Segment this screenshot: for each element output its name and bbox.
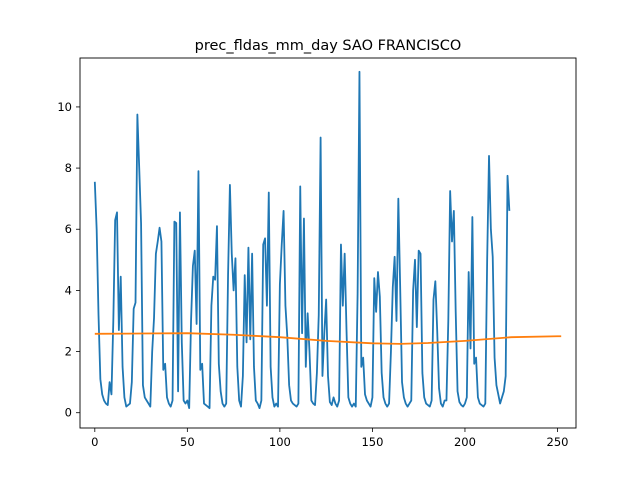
y-tick-label: 10 xyxy=(57,100,72,114)
plot-area xyxy=(93,70,562,410)
y-tick-label: 2 xyxy=(65,345,72,359)
x-tick-label: 0 xyxy=(91,435,98,449)
series-line-2 xyxy=(94,332,562,345)
y-tick-label: 4 xyxy=(65,283,72,297)
y-tick-label: 6 xyxy=(65,222,72,236)
y-tick-label: 0 xyxy=(65,406,72,420)
y-tick-label: 8 xyxy=(65,161,72,175)
x-tick-label: 250 xyxy=(547,435,569,449)
series-line-1 xyxy=(93,70,511,410)
axes-frame xyxy=(79,57,577,429)
chart-title: prec_fldas_mm_day SAO FRANCISCO xyxy=(195,38,462,54)
x-tick-label: 150 xyxy=(361,435,383,449)
x-axis: 0 50 100 150 200 250 xyxy=(91,428,568,449)
x-tick-label: 50 xyxy=(180,435,195,449)
y-axis: 0 2 4 6 8 10 xyxy=(57,100,80,420)
x-tick-label: 200 xyxy=(454,435,476,449)
x-tick-label: 100 xyxy=(269,435,291,449)
